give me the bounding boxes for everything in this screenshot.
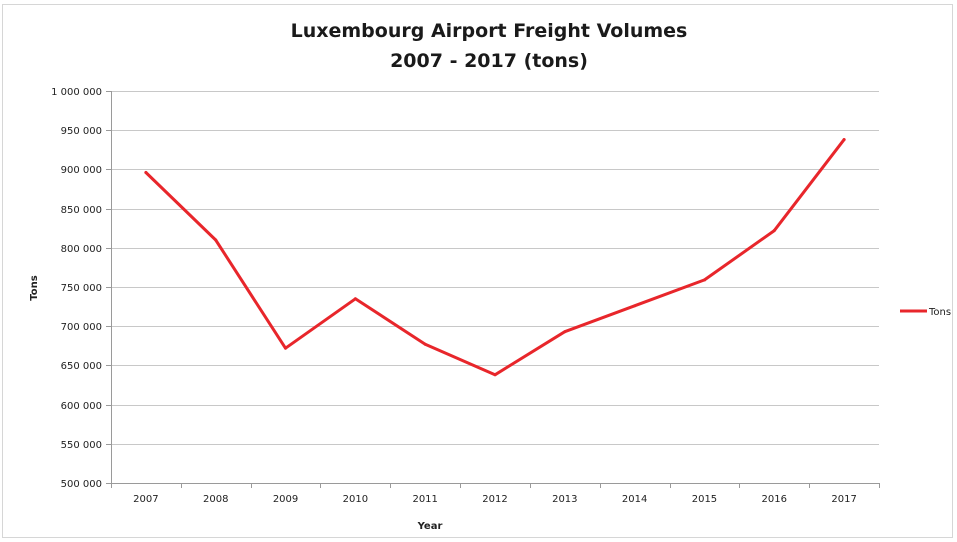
- x-tick-labels: 2007 2008 2009 2010 2011 2012 2013 2014 2015 2016…: [133, 494, 857, 505]
- x-tick-label: 2012: [482, 494, 507, 505]
- data-point: [423, 342, 427, 346]
- gridlines: [106, 91, 880, 488]
- data-point: [353, 297, 357, 301]
- x-tick-label: 2013: [552, 494, 577, 505]
- y-tick-label: 750 000: [61, 283, 102, 294]
- y-tick-label: 850 000: [61, 205, 102, 216]
- x-axis-title: Year: [417, 521, 443, 532]
- x-tick-label: 2011: [412, 494, 437, 505]
- x-tick-label: 2009: [273, 494, 298, 505]
- y-tick-label: 900 000: [61, 165, 102, 176]
- x-tick-label: 2007: [133, 494, 158, 505]
- y-tick-label: 550 000: [61, 440, 102, 451]
- data-point: [842, 138, 846, 142]
- data-point: [633, 304, 637, 308]
- x-tick-label: 2014: [622, 494, 647, 505]
- data-point: [563, 330, 567, 334]
- chart-title: Luxembourg Airport Freight Volumes: [291, 20, 688, 42]
- legend-label-tons: Tons: [928, 307, 951, 318]
- x-tick-label: 2016: [762, 494, 787, 505]
- series-lines: [144, 138, 846, 377]
- y-tick-label: 1 000 000: [51, 87, 102, 98]
- chart-subtitle: 2007 - 2017 (tons): [390, 50, 588, 72]
- legend: Tons: [900, 307, 951, 318]
- y-axis-title: Tons: [29, 275, 40, 300]
- y-tick-label: 950 000: [61, 126, 102, 137]
- y-tick-labels: 500 000 550 000 600 000 650 000 700 000 750 0…: [51, 87, 102, 490]
- y-tick-label: 500 000: [61, 479, 102, 490]
- x-tick-label: 2010: [343, 494, 368, 505]
- data-point: [772, 229, 776, 233]
- x-tick-label: 2015: [692, 494, 717, 505]
- data-point: [284, 346, 288, 350]
- y-tick-label: 650 000: [61, 361, 102, 372]
- chart-frame: [2, 4, 953, 538]
- series-line-tons: [144, 138, 846, 377]
- y-tick-label: 600 000: [61, 401, 102, 412]
- y-tick-label: 700 000: [61, 322, 102, 333]
- x-tick-label: 2008: [203, 494, 228, 505]
- y-tick-label: 800 000: [61, 244, 102, 255]
- data-point: [214, 238, 218, 242]
- data-point: [702, 278, 706, 282]
- data-point: [493, 373, 497, 377]
- x-tick-label: 2017: [831, 494, 856, 505]
- data-point: [144, 171, 148, 175]
